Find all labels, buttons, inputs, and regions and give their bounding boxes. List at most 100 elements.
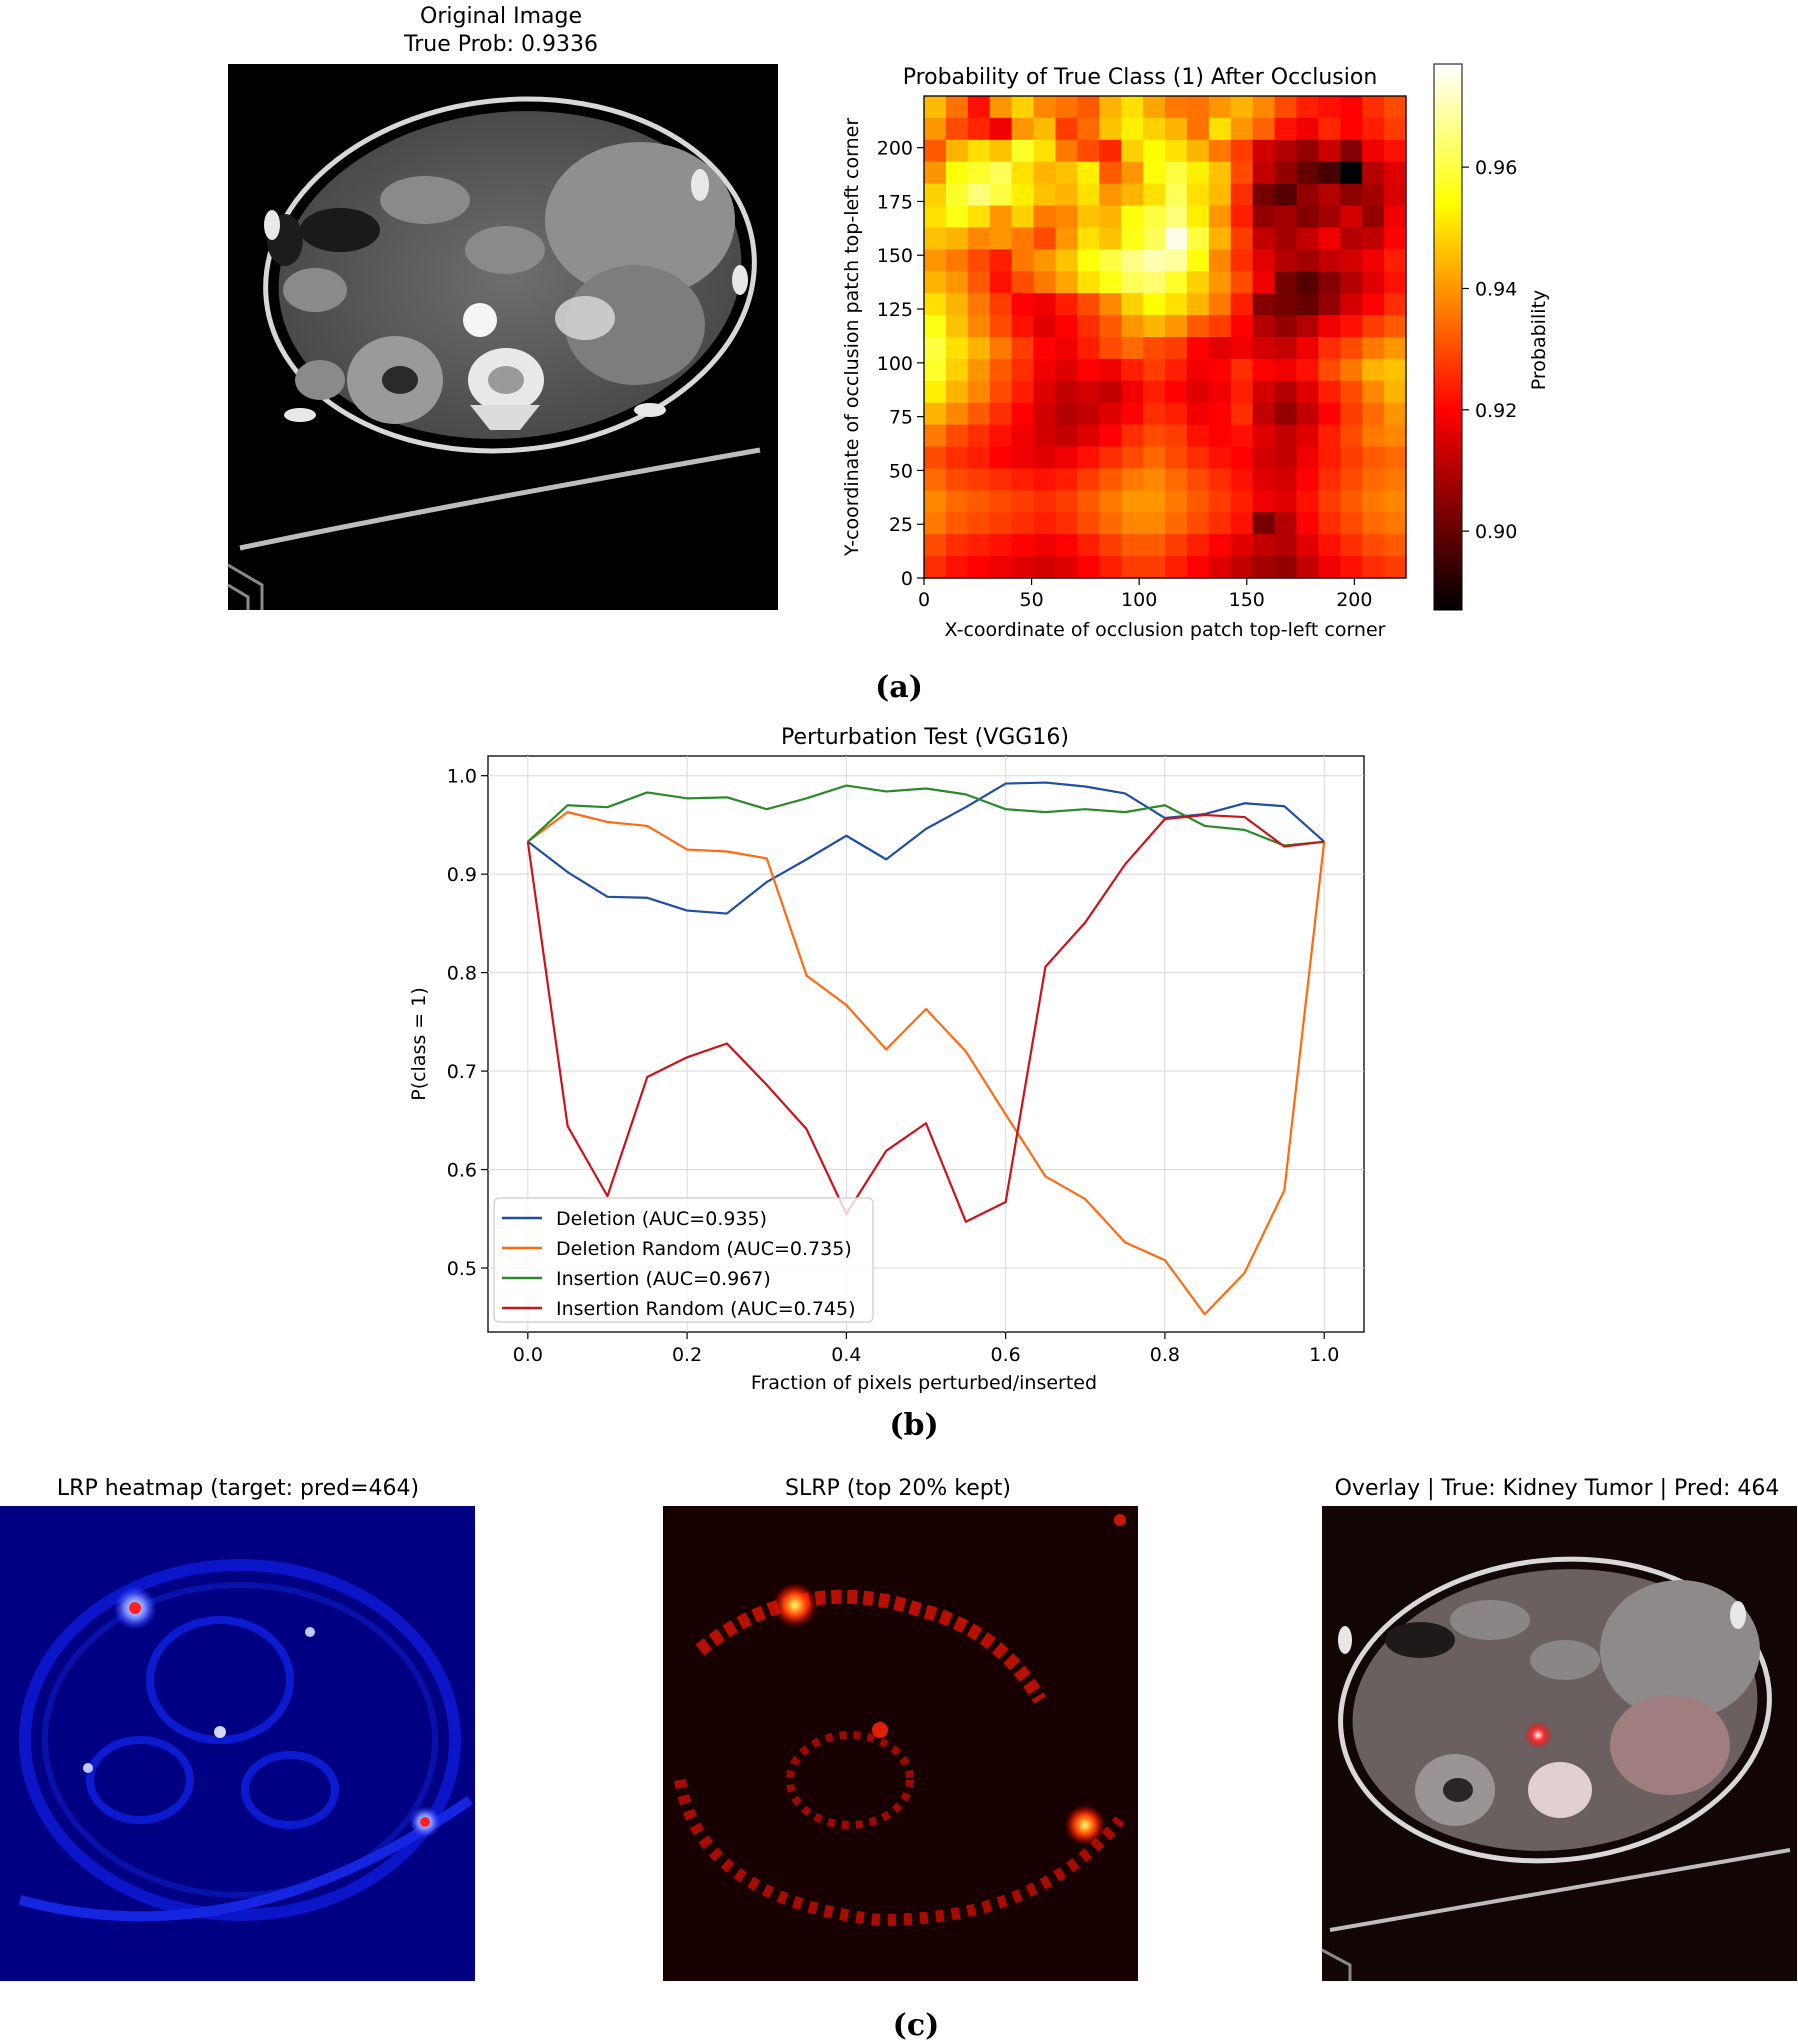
heatmap-cell <box>1077 117 1100 141</box>
heatmap-cell <box>989 205 1013 229</box>
colorbar-label: Probability <box>1528 290 1550 390</box>
heatmap-cell <box>989 402 1013 426</box>
heatmap-cell <box>1099 227 1122 250</box>
heatmap-cell <box>1099 534 1122 557</box>
heatmap-cell <box>989 293 1013 316</box>
heatmap-cell <box>1296 402 1319 426</box>
colorbar <box>1433 63 1463 611</box>
heatmap-cell <box>1033 271 1057 294</box>
heatmap-cell <box>1165 358 1188 382</box>
heatmap-cell <box>1208 358 1232 382</box>
series-line-insertion <box>527 784 1325 847</box>
heatmap-cell <box>1296 161 1319 185</box>
heatmap-cell <box>945 468 969 491</box>
heatmap-cell <box>1384 117 1407 141</box>
heatmap-cell <box>1340 337 1363 360</box>
heatmap-cell <box>1340 117 1363 141</box>
original-image-title: Original Image <box>420 4 582 29</box>
heatmap-cell <box>1208 468 1232 491</box>
line-chart-title: Perturbation Test (VGG16) <box>781 725 1069 750</box>
heatmap-cell <box>1186 358 1210 382</box>
heatmap-cell <box>945 380 969 404</box>
heatmap-cell <box>1077 227 1100 250</box>
heatmap-cell <box>1274 446 1298 470</box>
heatmap-cell <box>1055 380 1078 404</box>
heatmap-cell <box>1252 402 1276 426</box>
heatmap-y-tick-label: 75 <box>889 407 913 429</box>
heatmap-cell <box>1340 534 1363 557</box>
heatmap-cell <box>1055 424 1078 448</box>
heatmap-cell <box>1033 227 1057 250</box>
heatmap-cell <box>1011 534 1035 557</box>
heatmap-cell <box>924 227 947 250</box>
slrp-heatmap-image <box>663 1506 1138 1981</box>
heatmap-cell <box>1033 424 1057 448</box>
heatmap-cell <box>1165 446 1188 470</box>
heatmap-cell <box>1208 556 1232 579</box>
heatmap-cell <box>1252 446 1276 470</box>
heatmap-cell <box>1099 293 1122 316</box>
heatmap-cell <box>1208 117 1232 141</box>
colorbar-ticks: 0.90 0.92 0.94 0.96 <box>1462 157 1517 543</box>
heatmap-cell <box>1077 380 1100 404</box>
heatmap-y-tick-label: 0 <box>901 568 913 590</box>
heatmap-cell <box>1011 556 1035 579</box>
heatmap-cell <box>1230 117 1254 141</box>
heatmap-cell <box>1143 227 1166 250</box>
heatmap-cell <box>967 490 991 513</box>
heatmap-cell <box>1011 446 1035 470</box>
heatmap-cell <box>1033 315 1057 338</box>
heatmap-cell <box>967 512 991 535</box>
heatmap-cell <box>1274 205 1298 229</box>
heatmap-cell <box>1252 380 1276 404</box>
heatmap-cell <box>1208 139 1232 163</box>
series-line-insertion-random <box>526 813 1325 1223</box>
heatmap-cell <box>945 490 969 513</box>
heatmap-cell <box>1318 358 1341 382</box>
heatmap-cell <box>967 534 991 557</box>
heatmap-cell <box>1165 556 1188 579</box>
heatmap-cell <box>1186 161 1210 185</box>
heatmap-cell <box>1384 183 1407 207</box>
heatmap-cell <box>989 380 1013 404</box>
colorbar-tick-label: 0.94 <box>1475 278 1517 300</box>
slrp-panel: SLRP (top 20% kept) <box>663 1476 1138 1981</box>
heatmap-cell <box>1143 556 1166 579</box>
heatmap-cell <box>1143 446 1166 470</box>
heatmap-x-label: X-coordinate of occlusion patch top-left… <box>945 619 1386 641</box>
colorbar-tick-label: 0.96 <box>1475 157 1517 179</box>
heatmap-cell <box>1077 358 1100 382</box>
heatmap-cell <box>1384 402 1407 426</box>
heatmap-cell <box>1252 556 1276 579</box>
heatmap-cell <box>1296 249 1319 272</box>
heatmap-cell <box>1143 358 1166 382</box>
heatmap-cell <box>1099 117 1122 141</box>
heatmap-cell <box>1340 205 1363 229</box>
heatmap-cell <box>924 117 947 141</box>
heatmap-cell <box>1033 117 1057 141</box>
heatmap-cell <box>1208 380 1232 404</box>
heatmap-cell <box>1099 161 1122 185</box>
heatmap-cell <box>1033 358 1057 382</box>
heatmap-cell <box>1318 512 1341 535</box>
heatmap-cell <box>967 380 991 404</box>
heatmap-cell <box>1099 271 1122 294</box>
heatmap-cell <box>1121 96 1144 119</box>
heatmap-cell <box>1252 293 1276 316</box>
heatmap-cell <box>1099 402 1122 426</box>
heatmap-cell <box>1121 161 1144 185</box>
heatmap-cell <box>1011 512 1035 535</box>
heatmap-cell <box>1362 337 1385 360</box>
heatmap-cell <box>967 139 991 163</box>
heatmap-cell <box>1252 183 1276 207</box>
heatmap-cell <box>1296 380 1319 404</box>
line-y-tick-label: 0.9 <box>447 864 477 886</box>
heatmap-cell <box>1165 424 1188 448</box>
heatmap-cell <box>1252 139 1276 163</box>
heatmap-cell <box>1296 468 1319 491</box>
heatmap-cell <box>1362 161 1385 185</box>
heatmap-cell <box>1121 183 1144 207</box>
heatmap-cell <box>924 139 947 163</box>
heatmap-cell <box>1384 446 1407 470</box>
heatmap-cell <box>1274 139 1298 163</box>
